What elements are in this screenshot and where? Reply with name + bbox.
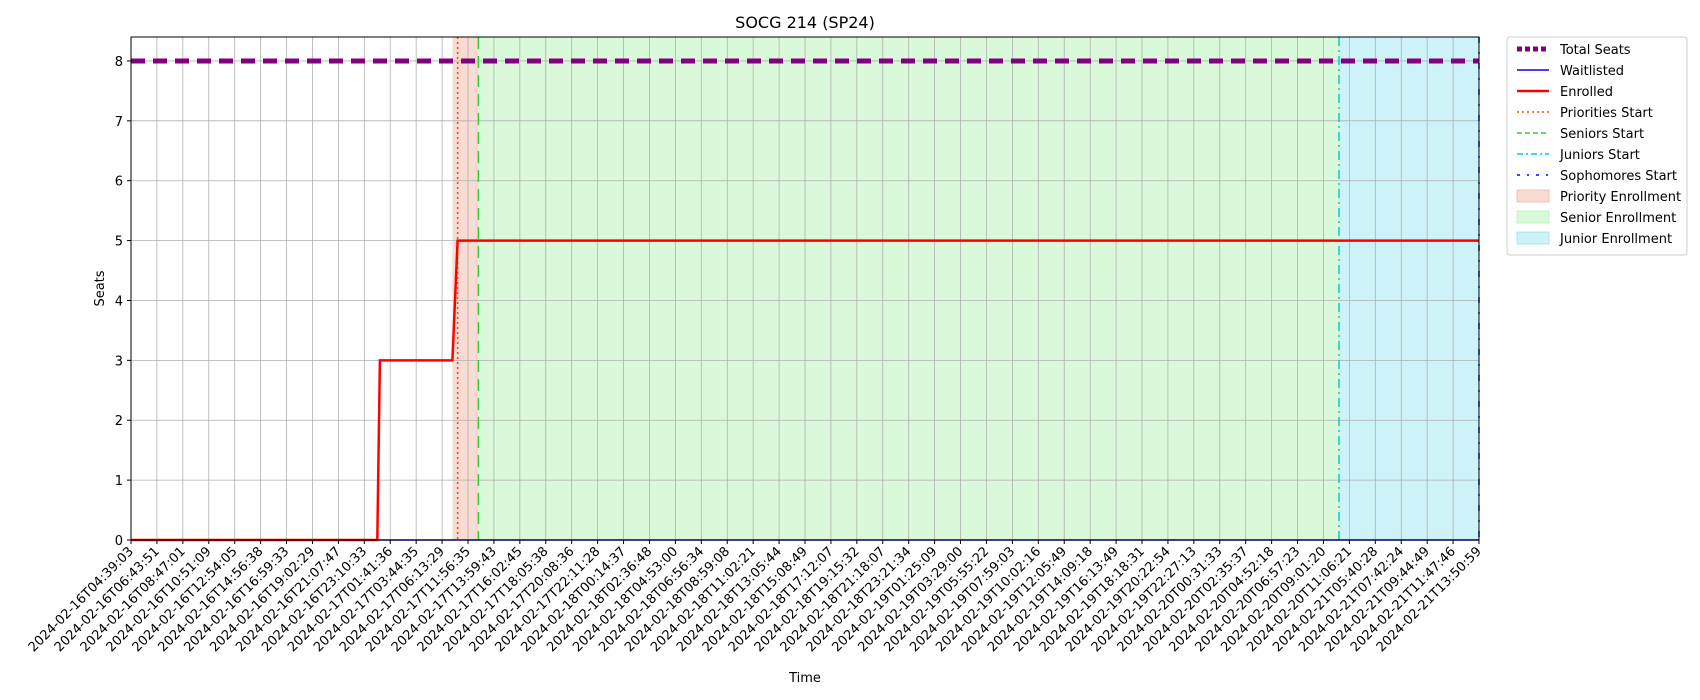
y-tick-label-0: 0: [115, 534, 123, 549]
y-tick-label-6: 6: [115, 175, 123, 190]
x-axis-ticks: 2024-02-16T04:39:032024-02-16T06:43:5120…: [26, 540, 1485, 655]
legend-label-4: Seniors Start: [1560, 127, 1644, 142]
legend-label-5: Juniors Start: [1559, 148, 1640, 163]
y-tick-label-2: 2: [115, 414, 123, 429]
y-tick-label-3: 3: [115, 354, 123, 369]
legend-label-1: Waitlisted: [1560, 64, 1624, 79]
legend-label-6: Sophomores Start: [1560, 169, 1677, 184]
y-tick-label-8: 8: [115, 55, 123, 70]
legend: Total Seats Waitlisted Enrolled Priorities …: [1506, 36, 1688, 256]
y-axis-label: Seats: [93, 270, 108, 306]
legend-label-9: Junior Enrollment: [1559, 232, 1672, 247]
y-tick-label-1: 1: [115, 474, 123, 489]
legend-box: [1506, 36, 1688, 256]
legend-label-0: Total Seats: [1559, 43, 1631, 58]
legend-label-7: Priority Enrollment: [1560, 190, 1681, 205]
y-tick-label-4: 4: [115, 294, 123, 309]
y-tick-label-5: 5: [115, 235, 123, 250]
legend-swatch-7: [1516, 189, 1550, 203]
grid: [130, 37, 1480, 541]
legend-label-3: Priorities Start: [1560, 106, 1653, 121]
legend-label-8: Senior Enrollment: [1560, 211, 1676, 226]
x-axis-label: Time: [788, 671, 821, 686]
legend-label-2: Enrolled: [1560, 85, 1613, 100]
enrollment-spans: [452, 37, 1479, 540]
y-tick-label-7: 7: [115, 115, 123, 130]
legend-swatch-9: [1516, 231, 1550, 245]
y-axis-ticks: 0 1 2 3 4 5 6 7 8: [115, 55, 131, 549]
chart-title: SOCG 214 (SP24): [735, 13, 875, 32]
span-2: [1339, 37, 1479, 540]
legend-swatch-8: [1516, 210, 1550, 224]
